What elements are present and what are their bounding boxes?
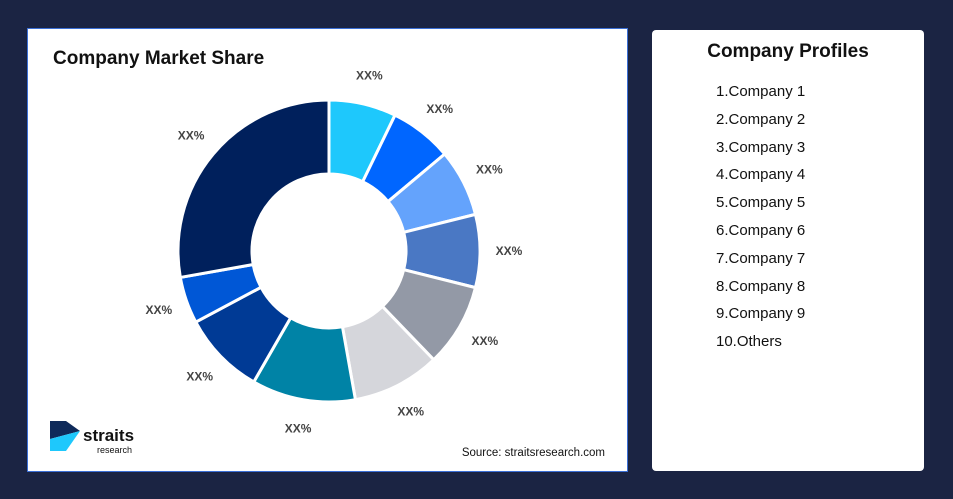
svg-text:research: research	[97, 445, 132, 455]
list-item: 5.Company 5	[716, 194, 806, 212]
slice-label: XX%	[186, 369, 213, 383]
source-text: Source: straitsresearch.com	[461, 447, 605, 459]
straits-logo: straits research	[50, 421, 140, 462]
list-item: 3.Company 3	[716, 138, 806, 156]
slice-label: XX%	[285, 421, 312, 435]
list-item: 4.Company 4	[716, 166, 806, 184]
profiles-title: Company Profiles	[707, 41, 869, 62]
slice-label: XX%	[496, 244, 523, 258]
slice-label: XX%	[178, 128, 205, 142]
svg-text:straits: straits	[83, 426, 134, 445]
donut-slice	[176, 98, 331, 280]
company-profiles-panel: Company Profiles 1.Company 1 2.Company 2…	[652, 30, 924, 471]
market-share-panel: Company Market Share XX% XX% XX% XX% XX% XX% X…	[27, 28, 628, 472]
slice-label: XX%	[426, 102, 453, 116]
slice-label: XX%	[471, 334, 498, 348]
slice-label: XX%	[397, 404, 424, 418]
list-item: 7.Company 7	[716, 249, 806, 267]
list-item: 8.Company 8	[716, 277, 806, 295]
list-item: 10.Others	[716, 333, 782, 351]
list-item: 2.Company 2	[716, 110, 806, 128]
list-item: 1.Company 1	[716, 83, 806, 100]
chart-title: Company Market Share	[53, 48, 265, 69]
slice-label: XX%	[356, 69, 383, 83]
slice-label: XX%	[146, 303, 173, 317]
list-item: 6.Company 6	[716, 221, 806, 239]
donut-chart: XX% XX% XX% XX% XX% XX% XX% XX% XX% XX%	[146, 69, 523, 436]
slice-label: XX%	[476, 162, 503, 176]
list-item: 9.Company 9	[716, 305, 806, 323]
profiles-list: 1.Company 1 2.Company 2 3.Company 3 4.Co…	[716, 82, 805, 360]
